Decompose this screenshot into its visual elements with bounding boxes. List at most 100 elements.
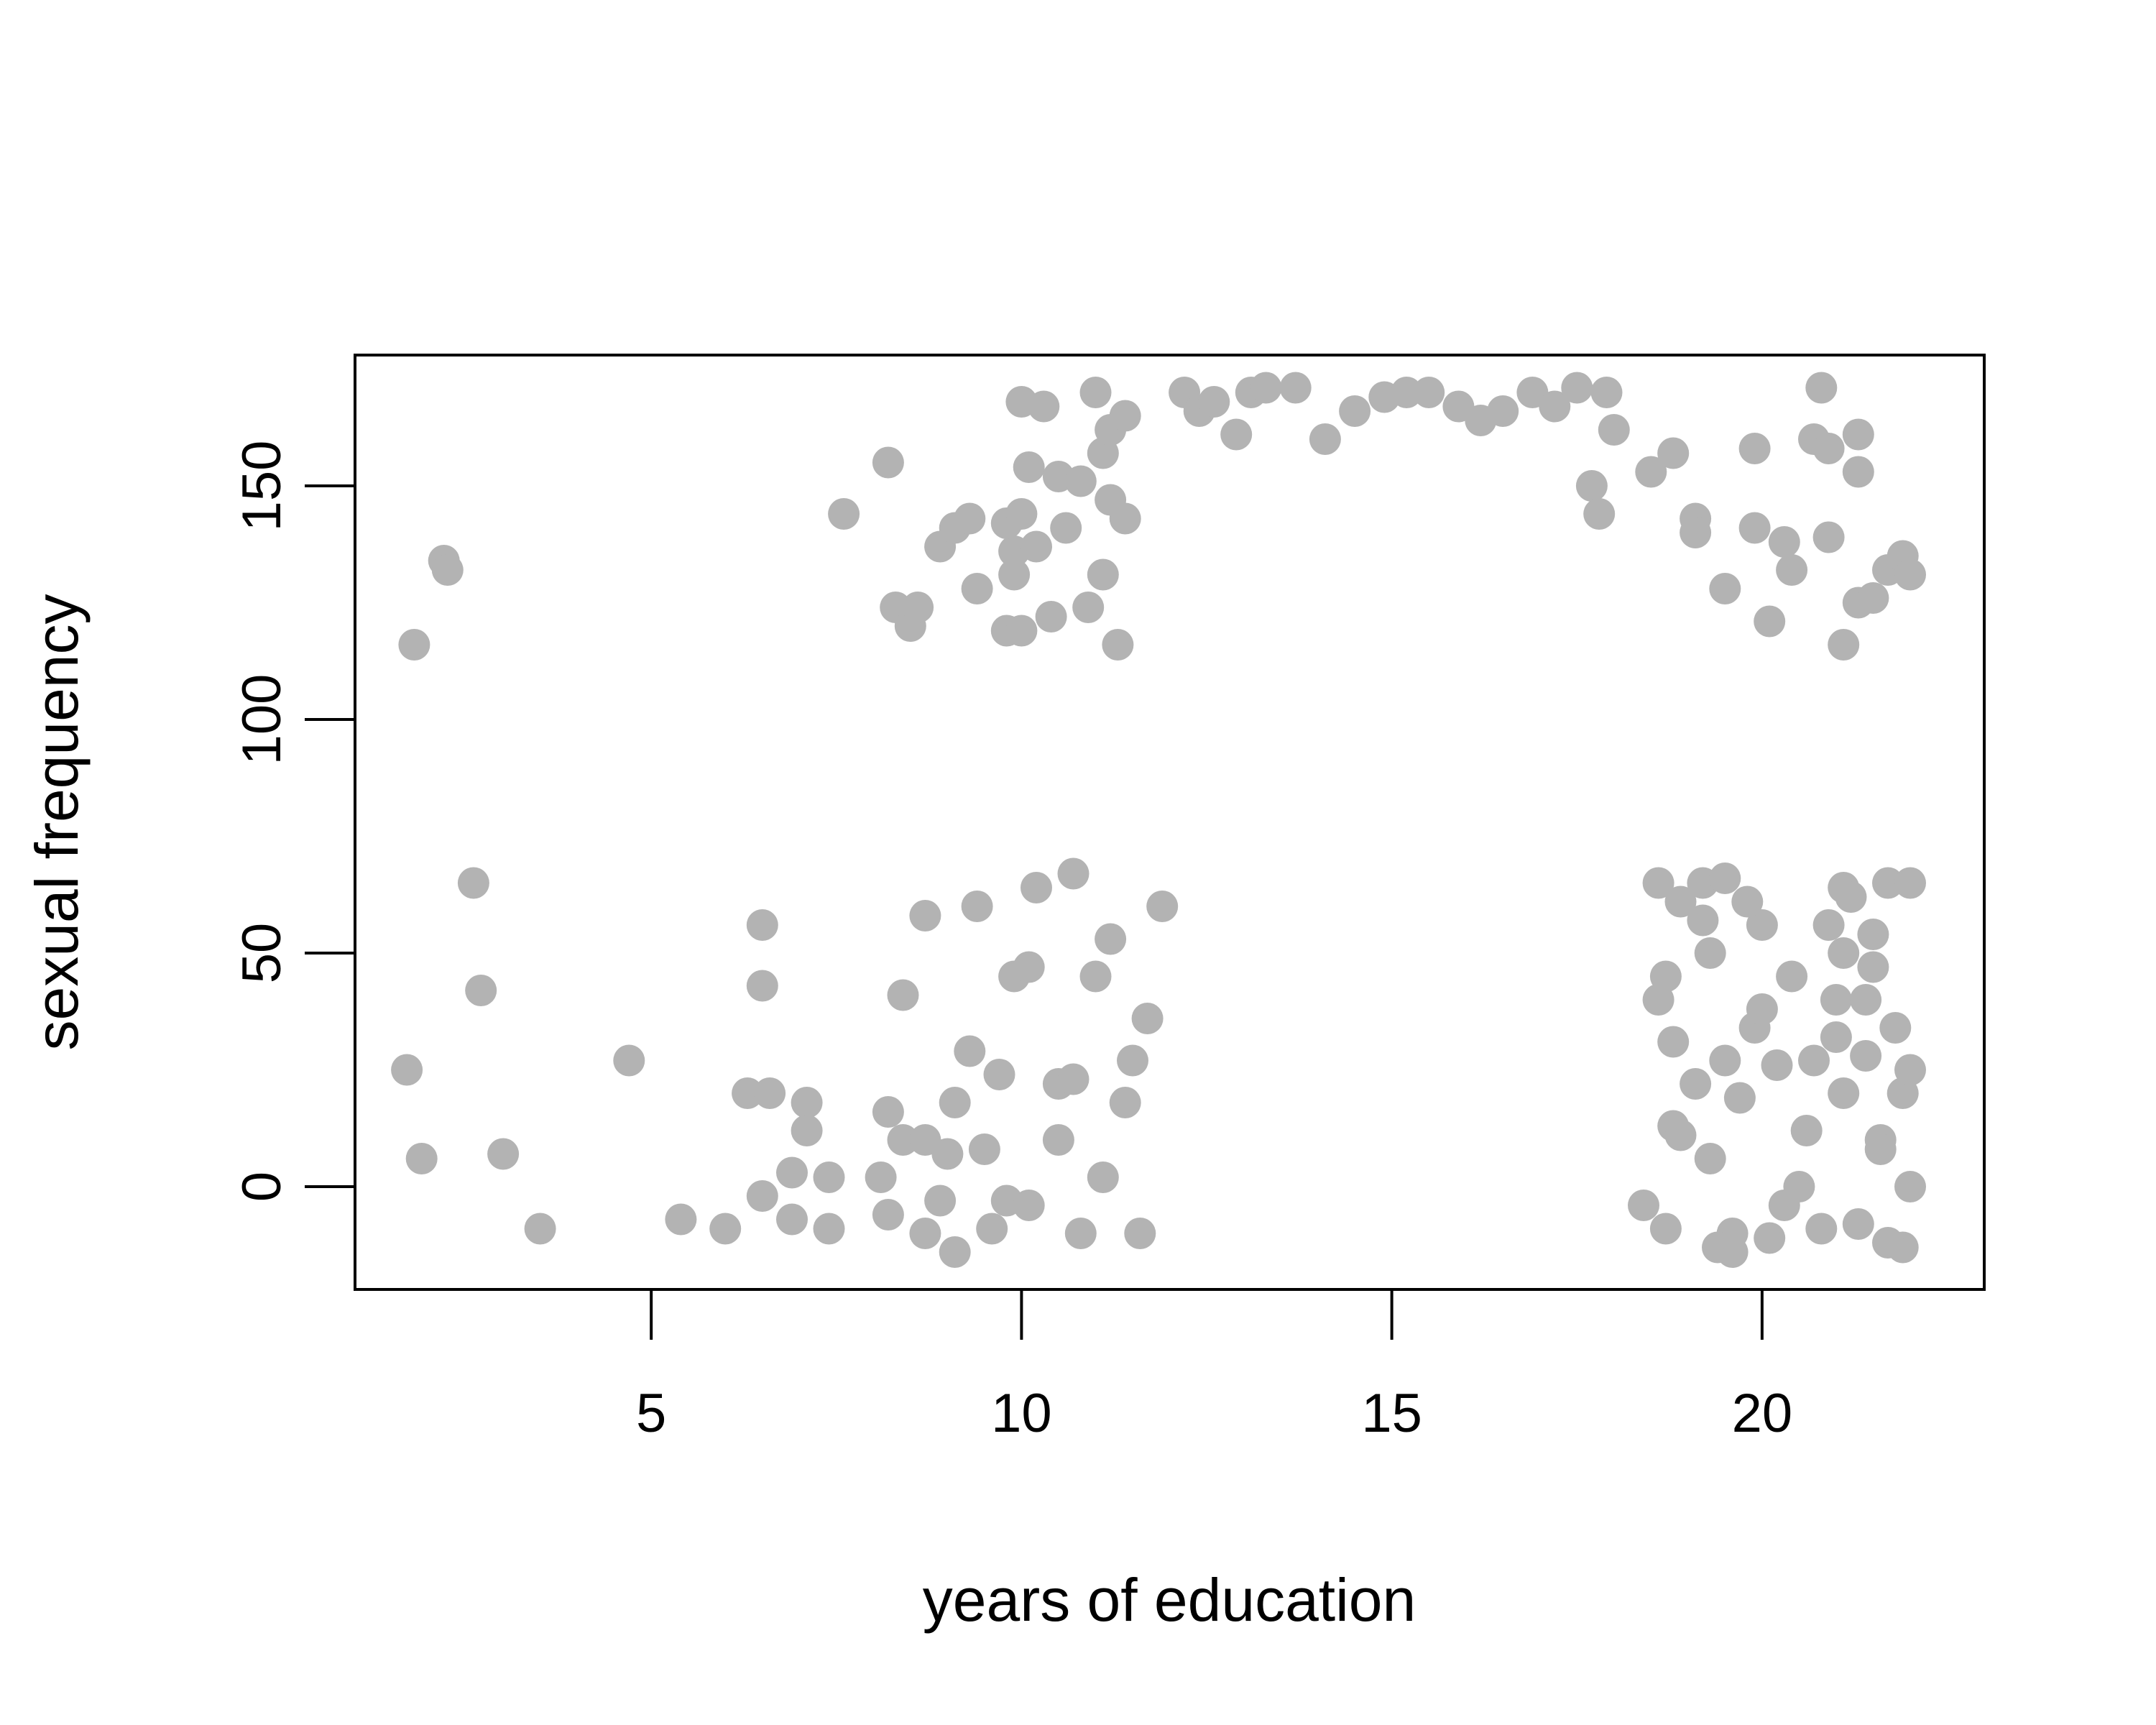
data-point [405, 1143, 438, 1174]
data-point [1790, 1115, 1823, 1146]
data-point [1680, 1068, 1712, 1100]
data-point [865, 1162, 897, 1193]
data-point [1657, 437, 1690, 469]
data-point [1857, 582, 1889, 614]
data-point [1894, 1054, 1926, 1086]
data-point [813, 1213, 845, 1245]
data-point [1072, 592, 1105, 623]
data-point [1598, 414, 1630, 446]
data-point [1102, 629, 1134, 661]
data-point [1820, 1021, 1852, 1053]
data-point [1028, 390, 1060, 423]
data-point [1687, 904, 1719, 937]
data-point [1561, 372, 1593, 404]
data-point [1220, 418, 1253, 451]
data-point [909, 900, 941, 932]
data-point [1487, 395, 1519, 427]
data-point [1005, 615, 1038, 647]
data-point [887, 1124, 919, 1156]
data-point [398, 629, 430, 661]
data-point [1413, 377, 1445, 408]
data-point [1709, 573, 1741, 604]
data-point [1339, 395, 1371, 427]
data-point [1539, 390, 1571, 423]
data-point [1057, 857, 1089, 890]
data-point [1064, 1218, 1097, 1249]
data-point [1828, 629, 1860, 661]
data-point [872, 1199, 904, 1230]
data-point [954, 1035, 986, 1067]
data-point [1050, 512, 1082, 544]
data-point [791, 1115, 823, 1146]
data-point [954, 502, 986, 535]
data-point [1664, 886, 1697, 918]
data-point [887, 979, 919, 1011]
x-tick-label: 20 [1732, 1383, 1793, 1444]
x-axis-label: years of education [923, 1566, 1416, 1634]
data-point [1776, 960, 1808, 993]
x-tick-label: 5 [636, 1383, 666, 1444]
data-point [1709, 862, 1741, 894]
data-point [791, 1087, 823, 1118]
data-point [1812, 909, 1845, 941]
data-point [1694, 1143, 1726, 1174]
points-layer [391, 372, 1926, 1268]
data-point [1754, 1222, 1786, 1254]
data-point [613, 1044, 645, 1077]
data-point [998, 558, 1031, 591]
data-point [1649, 960, 1682, 993]
data-point [1738, 433, 1771, 464]
x-axis: 5 10 15 20 [636, 1289, 1792, 1444]
data-point [1109, 502, 1141, 535]
data-point [983, 1059, 1015, 1090]
data-point [746, 909, 778, 941]
data-point [1064, 465, 1097, 497]
data-point [902, 592, 934, 623]
data-point [487, 1138, 520, 1170]
data-point [1768, 1190, 1800, 1221]
data-point [732, 1077, 764, 1109]
data-point [709, 1213, 742, 1245]
data-point [939, 1236, 971, 1268]
data-point [746, 970, 778, 1002]
y-axis-label: sexual frequency [23, 594, 91, 1050]
data-point [1013, 1190, 1045, 1221]
data-point [961, 891, 993, 922]
data-point [1583, 498, 1616, 530]
data-point [1087, 558, 1119, 591]
x-tick-label: 15 [1361, 1383, 1422, 1444]
data-point [457, 867, 489, 899]
data-point [1842, 456, 1874, 488]
data-point [1894, 558, 1926, 591]
data-point [1872, 867, 1904, 899]
data-point [1649, 1213, 1682, 1245]
data-point [1642, 867, 1674, 899]
data-point [1894, 1171, 1926, 1202]
data-point [828, 498, 860, 530]
y-tick-label: 100 [231, 674, 292, 765]
data-point [1109, 1087, 1141, 1118]
data-point [1021, 872, 1052, 903]
data-point [524, 1213, 556, 1245]
data-point [1820, 984, 1852, 1016]
data-point [1879, 1012, 1912, 1044]
data-point [431, 554, 464, 586]
data-point [939, 1087, 971, 1118]
data-point [931, 1138, 964, 1170]
data-point [665, 1203, 697, 1236]
data-point [1005, 498, 1038, 530]
data-point [1850, 984, 1882, 1016]
data-point [1812, 521, 1845, 553]
data-point [1768, 526, 1800, 558]
data-point [976, 1213, 1008, 1245]
data-point [1087, 1162, 1119, 1193]
data-point [924, 1184, 957, 1217]
data-point [1812, 433, 1845, 464]
data-point [1042, 1124, 1074, 1156]
data-point [1723, 1082, 1756, 1114]
data-point [909, 1218, 941, 1249]
data-point [1013, 451, 1045, 483]
data-point [1124, 1218, 1156, 1249]
data-point [1035, 601, 1067, 632]
plot-frame [354, 354, 1986, 1291]
